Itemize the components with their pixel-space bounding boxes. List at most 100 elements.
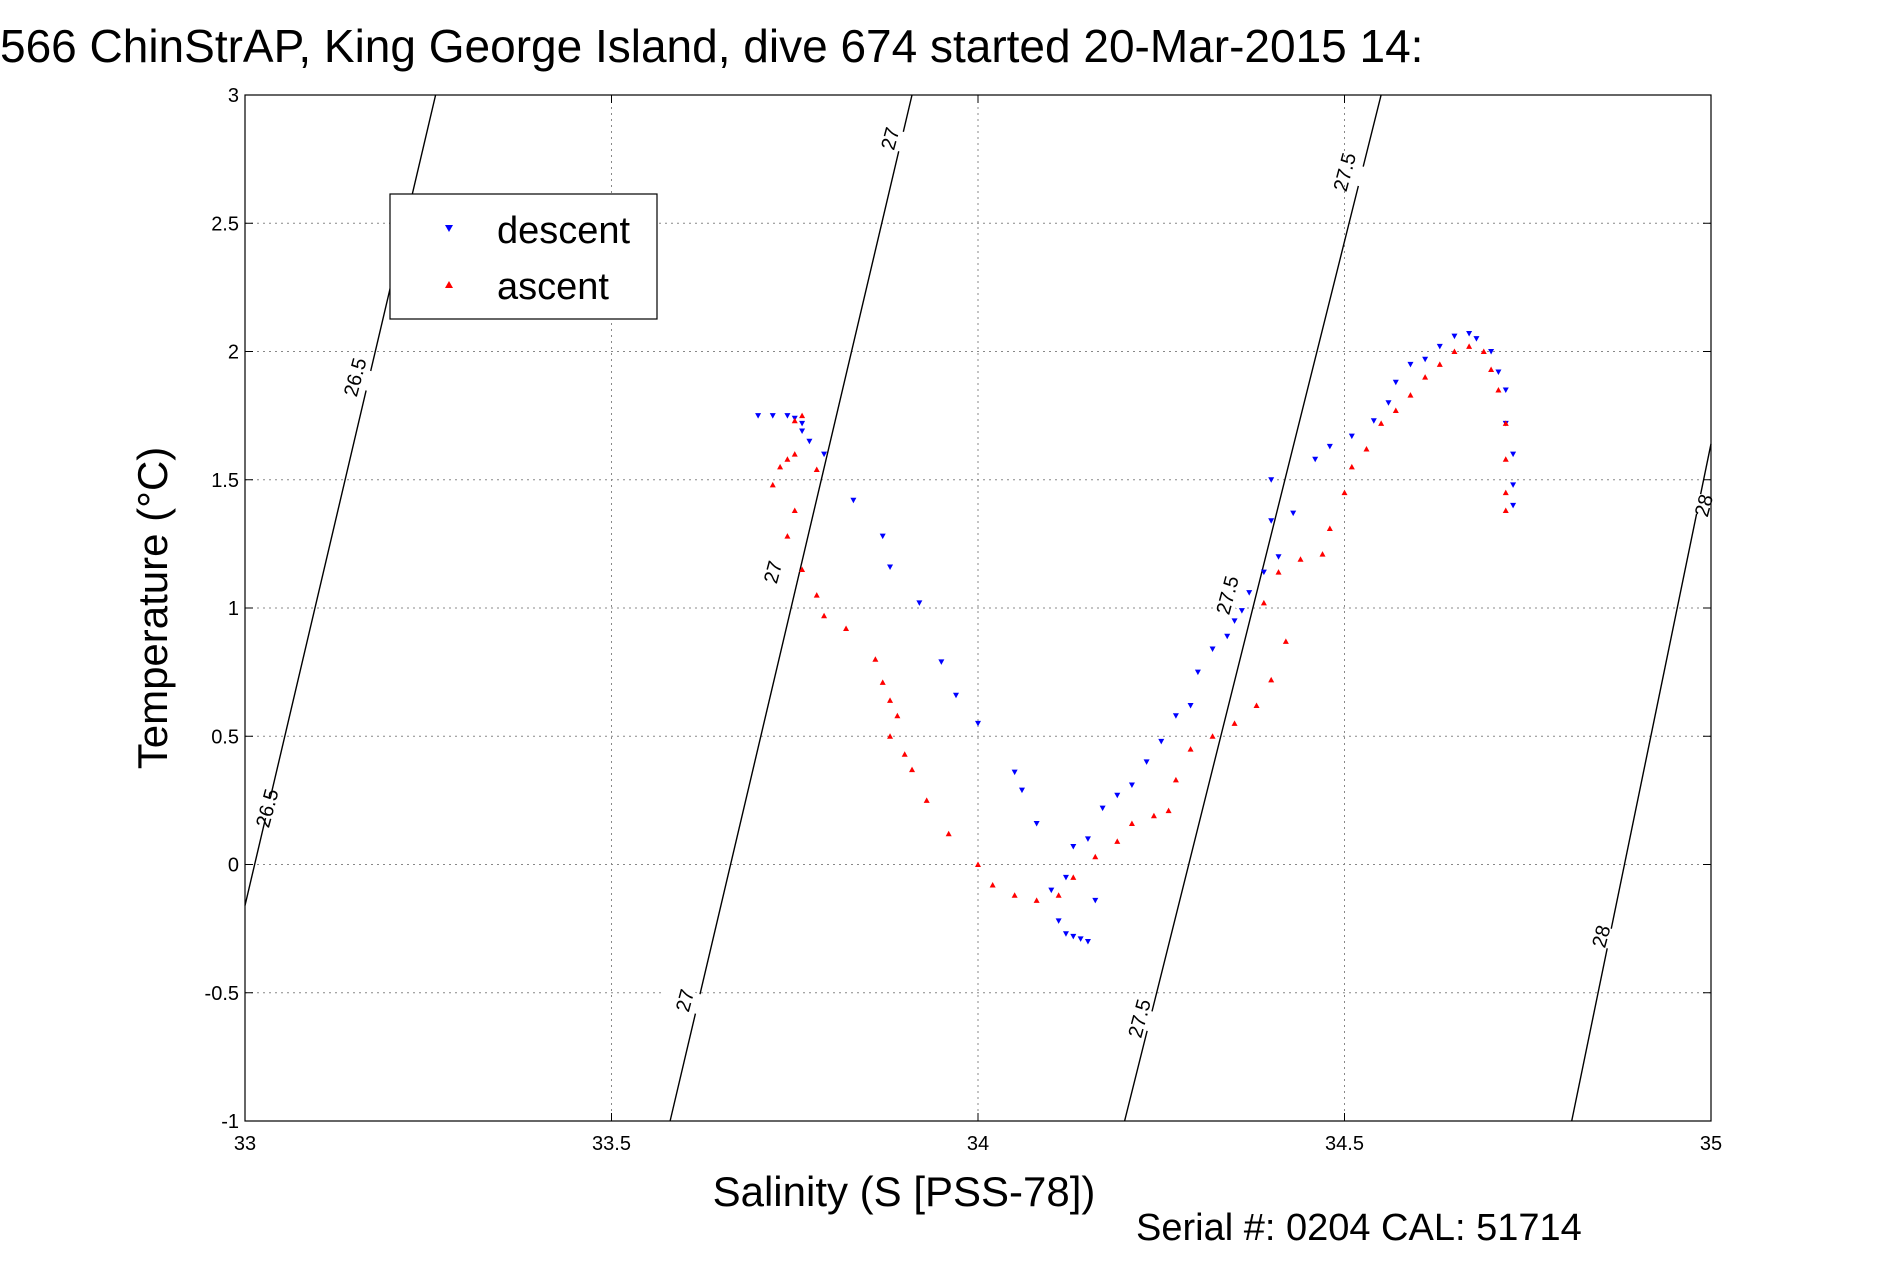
x-axis-label: Salinity (S [PSS-78]) [713, 1168, 1096, 1215]
ascent-point [1092, 853, 1099, 860]
descent-point [1473, 336, 1480, 342]
descent-point [1077, 936, 1084, 942]
ascent-point [1172, 776, 1179, 783]
chart-title: 566 ChinStrAP, King George Island, dive … [0, 20, 1423, 72]
ascent-point [791, 417, 798, 424]
contour-label: 27.5 [1213, 574, 1244, 617]
contour-label-bg [243, 792, 291, 824]
ascent-point [1466, 343, 1473, 349]
descent-point [1312, 456, 1319, 463]
y-tick-label: 1 [228, 598, 239, 620]
x-axis-ticks: 33 33.5 34 34.5 35 [234, 95, 1722, 1155]
descent-point [1128, 782, 1135, 788]
descent-point [1070, 933, 1077, 940]
x-tick-label: 33.5 [592, 1133, 631, 1155]
contour-label-bg [1115, 1003, 1164, 1034]
descent-point [938, 659, 945, 665]
descent-point [850, 497, 857, 504]
series-descent [755, 331, 1517, 945]
contour-label: 27.5 [1125, 997, 1156, 1040]
descent-point [1033, 820, 1040, 827]
ascent-point [777, 463, 784, 470]
y-tick-label: 1.5 [211, 470, 239, 492]
descent-point [1385, 400, 1392, 406]
ascent-point [1319, 551, 1326, 557]
descent-point [1436, 343, 1443, 350]
ascent-point [1392, 407, 1399, 413]
series-ascent [769, 343, 1509, 903]
ascent-point [1502, 507, 1509, 514]
ascent-point [1231, 720, 1238, 726]
ascent-point [923, 797, 930, 803]
x-tick-label: 33 [234, 1133, 256, 1155]
legend-ascent-marker [445, 281, 453, 288]
descent-point [1370, 418, 1377, 424]
ascent-point [1436, 361, 1443, 367]
ascent-point [1488, 366, 1495, 372]
legend-box [389, 193, 658, 320]
ascent-point [799, 412, 806, 419]
ascent-point [1268, 676, 1275, 683]
ascent-point [1011, 892, 1018, 898]
descent-point [1510, 451, 1517, 458]
y-tick-label: -1 [221, 1111, 239, 1133]
contour-label-bg [660, 985, 709, 1016]
descent-point [1260, 569, 1267, 576]
ascent-point [1502, 489, 1509, 496]
descent-point [1048, 887, 1055, 894]
legend-ascent-label: ascent [497, 266, 609, 308]
legend-descent-marker [445, 225, 453, 232]
ascent-point [1165, 807, 1172, 814]
descent-point [1275, 554, 1282, 560]
contour-label-bg [1203, 579, 1252, 611]
serial-cal-footer: Serial #: 0204 CAL: 51714 [1136, 1207, 1582, 1249]
descent-point [1238, 608, 1245, 614]
ascent-point [887, 697, 894, 703]
descent-point [1172, 713, 1179, 719]
ascent-point [1495, 386, 1502, 393]
contour-label-bg [1320, 156, 1369, 188]
y-tick-label: 0 [228, 855, 239, 877]
descent-point [1114, 792, 1121, 799]
ascent-point [1341, 489, 1348, 496]
y-tick-label: 0.5 [211, 726, 239, 748]
ascent-point [791, 507, 798, 514]
descent-point [1070, 844, 1077, 850]
ascent-point [1070, 874, 1077, 880]
ascent-point [1187, 746, 1194, 752]
descent-point [1326, 443, 1333, 450]
descent-point [769, 413, 776, 419]
descent-point [1194, 669, 1201, 676]
x-tick-label: 34 [967, 1133, 989, 1155]
descent-point [755, 413, 762, 419]
ascent-point [1282, 638, 1289, 644]
descent-point [1407, 361, 1414, 368]
descent-point [1231, 618, 1238, 624]
contour-label: 27.5 [1330, 151, 1361, 194]
ascent-point [769, 481, 776, 488]
descent-point [1495, 369, 1502, 376]
ascent-point [1150, 812, 1157, 819]
contour-label-bg [1679, 490, 1728, 521]
ascent-point [1297, 556, 1304, 562]
descent-point [1055, 918, 1062, 924]
ascent-point [1502, 456, 1509, 462]
ascent-point [799, 566, 806, 573]
ascent-point [1033, 897, 1040, 903]
contour-label: 26.5 [252, 787, 283, 830]
ascent-point [1480, 348, 1487, 354]
ascent-point [909, 766, 916, 773]
contour-label-bg [331, 361, 379, 393]
descent-point [1510, 482, 1517, 488]
ascent-point [1275, 569, 1282, 575]
descent-point [1392, 379, 1399, 386]
descent-point [784, 413, 791, 419]
ascent-point [975, 861, 981, 867]
ascent-point [784, 456, 791, 462]
descent-point [1092, 897, 1099, 904]
descent-point [1187, 702, 1194, 709]
y-tick-label: 2 [228, 342, 239, 364]
ascent-point [813, 466, 820, 472]
